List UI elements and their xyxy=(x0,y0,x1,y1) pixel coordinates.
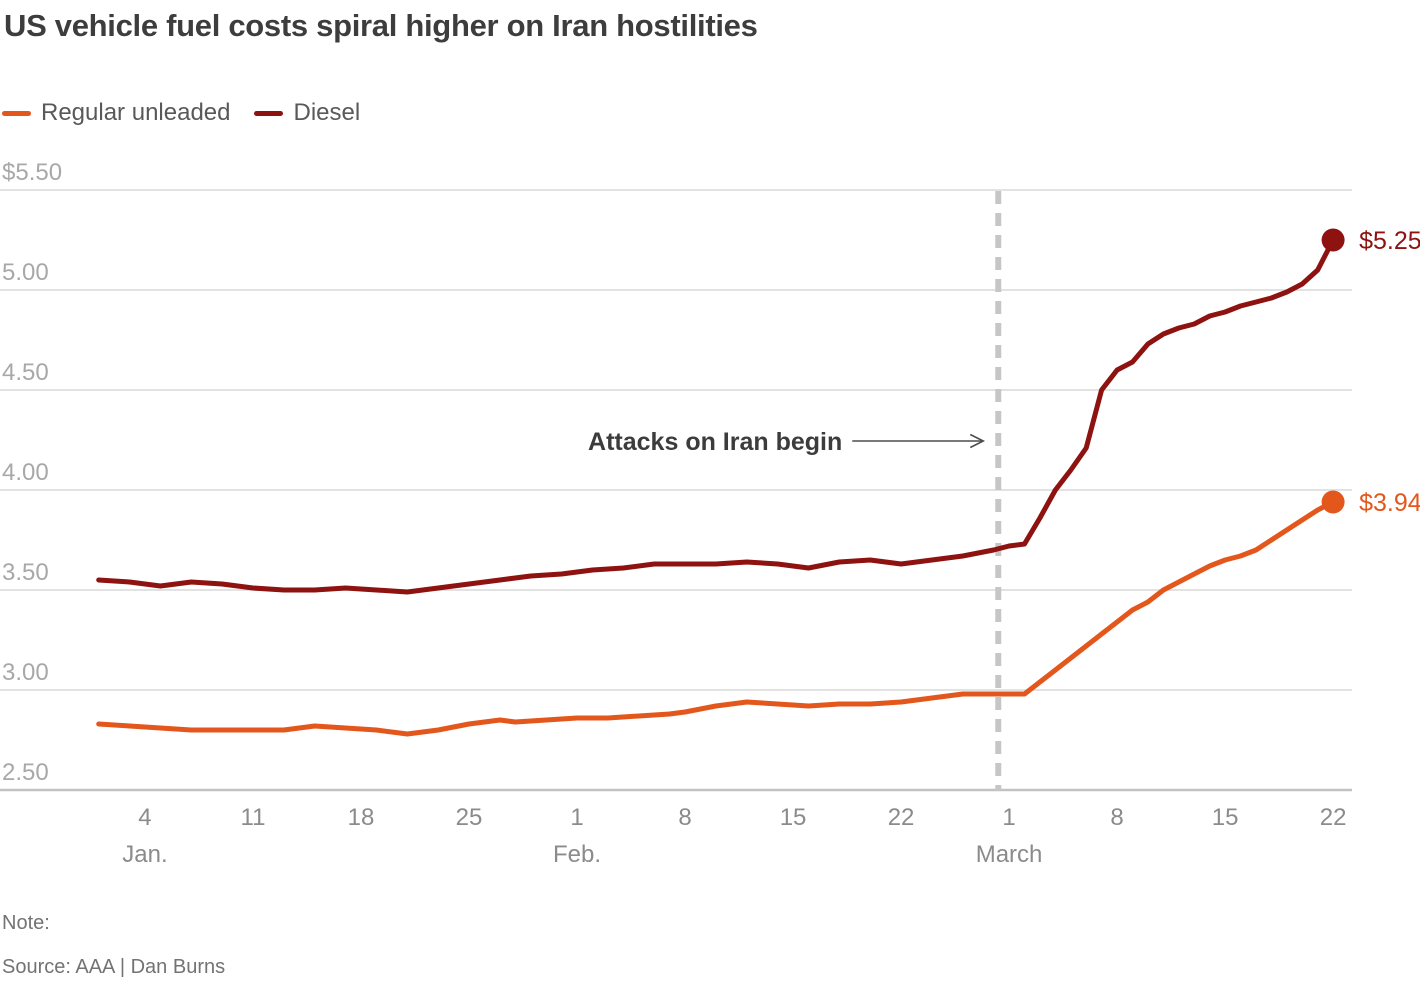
svg-text:3.50: 3.50 xyxy=(2,559,49,586)
event-annotation: Attacks on Iran begin xyxy=(588,428,986,456)
month-labels: Jan. Feb. March xyxy=(122,841,1042,868)
gridlines xyxy=(0,189,1352,792)
svg-text:8: 8 xyxy=(1110,804,1123,831)
svg-text:4: 4 xyxy=(138,804,151,831)
end-dot-diesel xyxy=(1321,228,1345,252)
svg-text:18: 18 xyxy=(348,804,375,831)
svg-text:15: 15 xyxy=(780,804,807,831)
end-dot-regular-unleaded xyxy=(1321,490,1345,514)
chart-legend: Regular unleaded Diesel xyxy=(2,99,360,127)
svg-text:$5.50: $5.50 xyxy=(2,159,62,186)
source-label: Source: AAA | Dan Burns xyxy=(2,956,226,978)
legend-label-diesel: Diesel xyxy=(293,99,361,126)
svg-text:11: 11 xyxy=(241,804,266,831)
diesel-line-swatch-icon xyxy=(254,110,284,116)
legend-label-regular-unleaded: Regular unleaded xyxy=(41,99,231,126)
svg-text:22: 22 xyxy=(888,804,915,831)
x-axis-labels: 4 11 18 25 1 8 15 22 1 8 15 22 xyxy=(138,804,1346,831)
end-label-regular-unleaded: $3.94 xyxy=(1359,489,1420,517)
note-label: Note: xyxy=(2,912,50,934)
svg-text:Jan.: Jan. xyxy=(122,841,167,868)
svg-text:8: 8 xyxy=(678,804,691,831)
svg-text:25: 25 xyxy=(456,804,483,831)
end-label-diesel: $5.25 xyxy=(1359,227,1420,255)
svg-text:5.00: 5.00 xyxy=(2,259,49,286)
svg-text:1: 1 xyxy=(1002,804,1015,831)
series-line-diesel xyxy=(96,237,1336,595)
regular-unleaded-line-swatch-icon xyxy=(2,110,31,116)
svg-text:4.00: 4.00 xyxy=(2,459,49,486)
series-line-regular-unleaded xyxy=(96,499,1336,737)
annotation-text: Attacks on Iran begin xyxy=(588,428,842,456)
svg-text:15: 15 xyxy=(1212,804,1239,831)
svg-text:3.00: 3.00 xyxy=(2,659,49,686)
chart-title: US vehicle fuel costs spiral higher on I… xyxy=(4,8,758,43)
y-axis-labels: $5.50 5.00 4.50 4.00 3.50 3.00 2.50 xyxy=(2,159,62,786)
svg-text:4.50: 4.50 xyxy=(2,359,49,386)
svg-text:March: March xyxy=(976,841,1043,868)
svg-text:22: 22 xyxy=(1320,804,1347,831)
svg-text:1: 1 xyxy=(570,804,583,831)
legend-item-diesel: Diesel xyxy=(254,99,360,127)
svg-text:2.50: 2.50 xyxy=(2,759,49,786)
legend-item-regular-unleaded: Regular unleaded xyxy=(2,99,230,127)
svg-text:Feb.: Feb. xyxy=(553,841,601,868)
